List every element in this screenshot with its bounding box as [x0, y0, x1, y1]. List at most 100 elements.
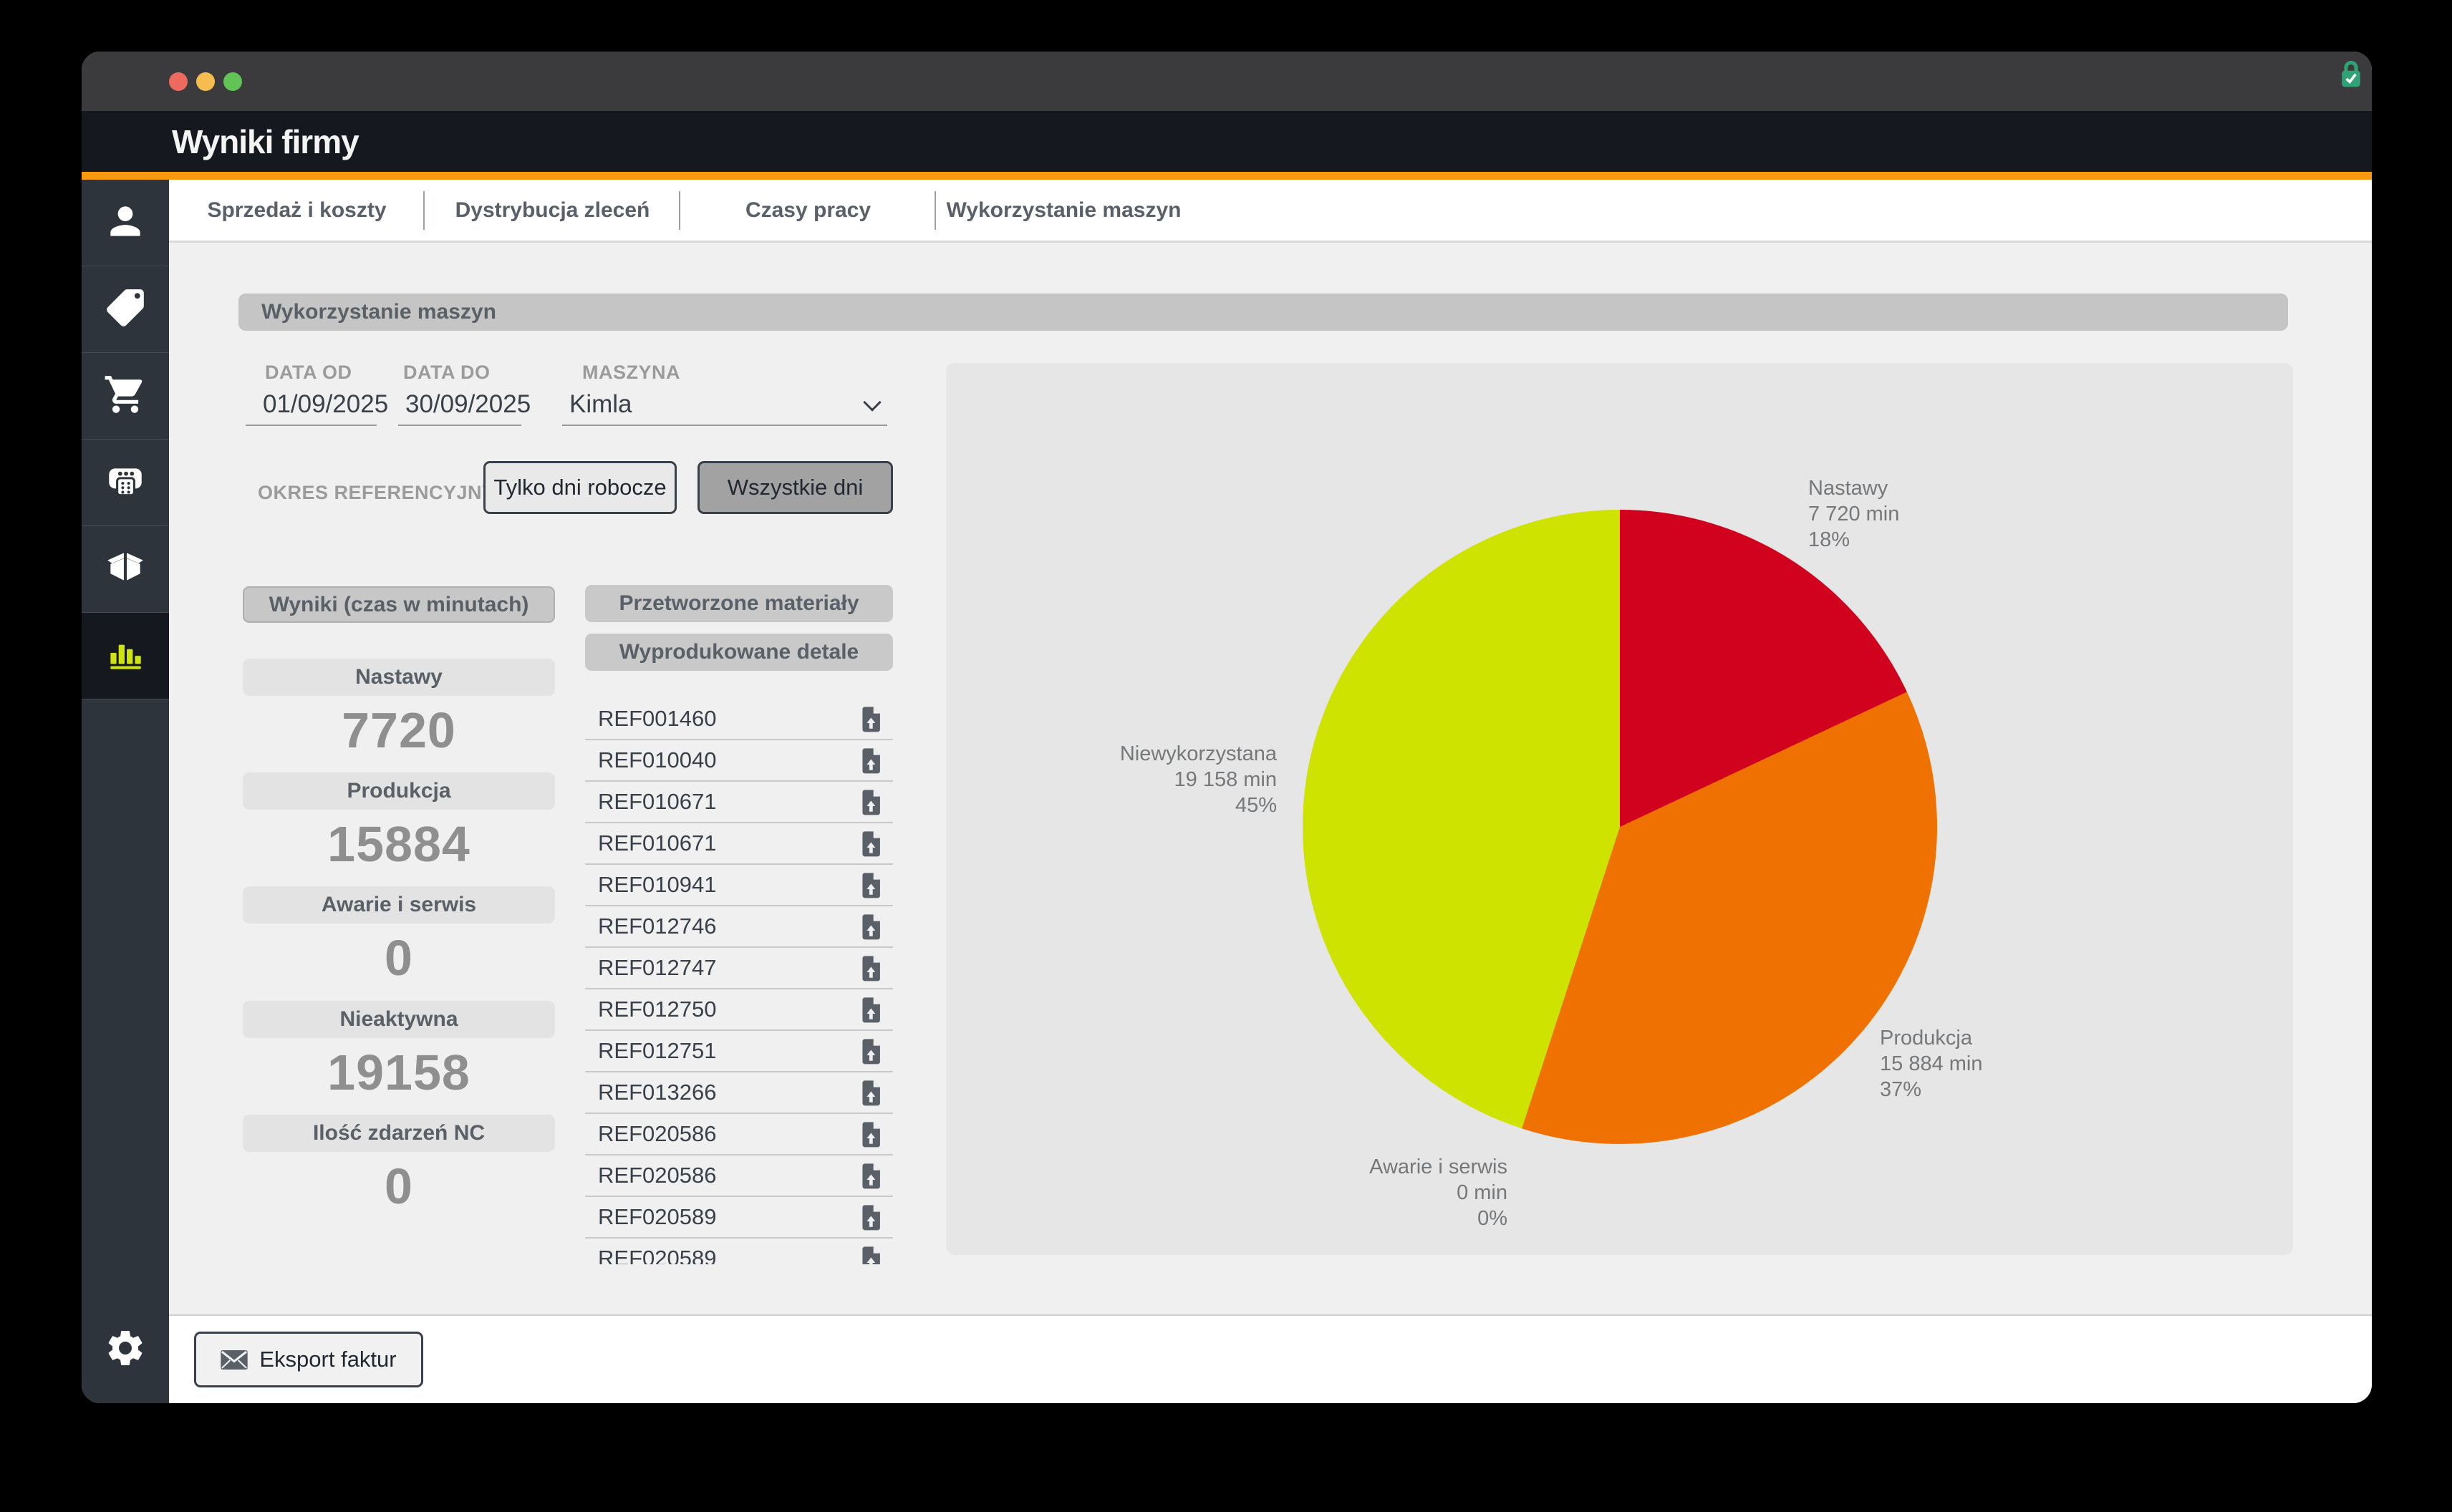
- ref-code: REF012750: [598, 997, 717, 1022]
- zoom-button[interactable]: [223, 72, 242, 91]
- ref-list-item[interactable]: REF012746: [585, 906, 893, 948]
- titlebar: [82, 52, 2372, 111]
- ref-list: REF001460 REF010040: [585, 699, 893, 1264]
- pie-chart: [1303, 510, 1937, 1144]
- tab-order-distribution[interactable]: Dystrybucja zleceń: [425, 180, 680, 241]
- sidebar-item-contacts[interactable]: [82, 180, 169, 266]
- ref-list-item[interactable]: REF020586: [585, 1114, 893, 1155]
- tab-bar: Sprzedaż i koszty Dystrybucja zleceń Cza…: [169, 180, 2372, 243]
- app-window: Wyniki firmy: [82, 52, 2372, 1403]
- ref-code: REF010671: [598, 830, 717, 856]
- tab-work-times[interactable]: Czasy pracy: [680, 180, 936, 241]
- bar-chart-icon: [103, 632, 148, 680]
- person-icon: [103, 199, 148, 247]
- ref-list-item[interactable]: REF001460: [585, 699, 893, 740]
- ref-code: REF010941: [598, 872, 717, 897]
- file-export-icon[interactable]: [860, 1038, 883, 1065]
- file-export-icon[interactable]: [860, 789, 883, 815]
- stat-value-nastawy: 7720: [342, 702, 456, 758]
- ref-code: REF020589: [598, 1204, 717, 1229]
- ref-code: REF012746: [598, 914, 717, 939]
- ref-list-item[interactable]: REF013266: [585, 1072, 893, 1114]
- tab-label: Dystrybucja zleceń: [455, 198, 650, 222]
- stat-value-zdarzenia-nc: 0: [385, 1158, 413, 1214]
- sidebar: [82, 180, 169, 1403]
- file-export-icon[interactable]: [860, 1121, 883, 1148]
- file-export-icon[interactable]: [860, 1163, 883, 1189]
- stat-label-produkcja: Produkcja: [243, 772, 555, 810]
- close-button[interactable]: [169, 72, 188, 91]
- ref-list-item[interactable]: REF020589: [585, 1197, 893, 1239]
- file-export-icon[interactable]: [860, 1080, 883, 1106]
- minimize-button[interactable]: [196, 72, 215, 91]
- secure-lock-icon: [2339, 57, 2363, 94]
- export-invoices-label: Eksport faktur: [259, 1347, 397, 1372]
- file-export-icon[interactable]: [860, 1246, 883, 1265]
- ref-list-item[interactable]: REF020586: [585, 1155, 893, 1197]
- pie-label-nastawy: Nastawy 7 720 min 18%: [1808, 477, 1900, 551]
- tab-machine-utilization[interactable]: Wykorzystanie maszyn: [936, 180, 1192, 241]
- file-export-icon[interactable]: [860, 955, 883, 982]
- date-to-label: DATA DO: [403, 362, 491, 383]
- processed-materials-button[interactable]: Przetworzone materiały: [585, 585, 893, 622]
- tab-divider: [679, 191, 680, 230]
- reference-period-label: OKRES REFERENCYJNY: [258, 482, 496, 503]
- sidebar-item-offers[interactable]: [82, 266, 169, 353]
- tab-sales-costs[interactable]: Sprzedaż i koszty: [169, 180, 425, 241]
- footer-bar: Eksport faktur: [169, 1314, 2372, 1403]
- ref-code: REF020586: [598, 1163, 717, 1188]
- ref-list-item[interactable]: REF010671: [585, 823, 893, 865]
- sidebar-item-orders[interactable]: [82, 353, 169, 440]
- machine-label: MASZYNA: [582, 362, 680, 383]
- date-from-value: 01/09/2025: [263, 390, 389, 418]
- ref-list-item[interactable]: REF012751: [585, 1031, 893, 1072]
- file-export-icon[interactable]: [860, 997, 883, 1023]
- file-export-icon[interactable]: [860, 706, 883, 732]
- envelope-icon: [221, 1349, 248, 1370]
- machine-value: Kimla: [569, 390, 632, 418]
- file-export-icon[interactable]: [860, 830, 883, 857]
- stat-label-awarie: Awarie i serwis: [243, 886, 555, 924]
- ref-list-item[interactable]: REF010671: [585, 782, 893, 823]
- package-icon: [103, 546, 148, 593]
- tab-label: Czasy pracy: [745, 198, 872, 222]
- ref-code: REF010040: [598, 747, 717, 772]
- sidebar-item-warehouse[interactable]: [82, 526, 169, 613]
- ref-list-item[interactable]: REF010040: [585, 740, 893, 782]
- file-export-icon[interactable]: [860, 872, 883, 898]
- machine-select[interactable]: Kimla: [562, 384, 887, 426]
- stat-value-awarie: 0: [385, 930, 413, 986]
- ref-code: REF012751: [598, 1038, 717, 1063]
- ref-list-item[interactable]: REF012747: [585, 948, 893, 989]
- file-export-icon[interactable]: [860, 914, 883, 940]
- workdays-only-button[interactable]: Tylko dni robocze: [483, 461, 677, 514]
- pie-label-niewykorzystana: Niewykorzystana 19 158 min 45%: [1119, 742, 1277, 817]
- main-panel: Wykorzystanie maszyn DATA OD 01/09/2025 …: [169, 243, 2372, 1314]
- ref-list-item[interactable]: REF012750: [585, 989, 893, 1031]
- page-title: Wyniki firmy: [172, 122, 359, 160]
- tab-divider: [423, 191, 425, 230]
- ref-list-item[interactable]: REF010941: [585, 865, 893, 906]
- ref-code: REF020589: [598, 1246, 717, 1264]
- sidebar-item-settings[interactable]: [82, 1296, 169, 1403]
- sidebar-item-company-results[interactable]: [82, 613, 169, 699]
- file-export-icon[interactable]: [860, 1204, 883, 1231]
- tab-label: Wykorzystanie maszyn: [946, 198, 1182, 222]
- stat-label-nastawy: Nastawy: [243, 659, 555, 696]
- all-days-button[interactable]: Wszystkie dni: [698, 461, 893, 514]
- produced-details-button[interactable]: Wyprodukowane detale: [585, 634, 893, 671]
- file-export-icon[interactable]: [860, 747, 883, 774]
- sidebar-item-machines[interactable]: [82, 440, 169, 526]
- app-header: Wyniki firmy: [82, 111, 2372, 172]
- stat-value-nieaktywna: 19158: [327, 1045, 470, 1100]
- date-to-input[interactable]: 30/09/2025: [398, 384, 531, 426]
- date-from-input[interactable]: 01/09/2025: [246, 384, 388, 426]
- export-invoices-button[interactable]: Eksport faktur: [194, 1332, 423, 1387]
- pie-label-produkcja: Produkcja 15 884 min 37%: [1880, 1027, 1983, 1101]
- machine-icon: [103, 459, 148, 507]
- section-header: Wykorzystanie maszyn: [238, 294, 2288, 331]
- ref-code: REF010671: [598, 789, 717, 814]
- stat-label-zdarzenia-nc: Ilość zdarzeń NC: [243, 1115, 555, 1152]
- ref-list-item[interactable]: REF020589: [585, 1239, 893, 1264]
- stat-value-produkcja: 15884: [327, 816, 470, 872]
